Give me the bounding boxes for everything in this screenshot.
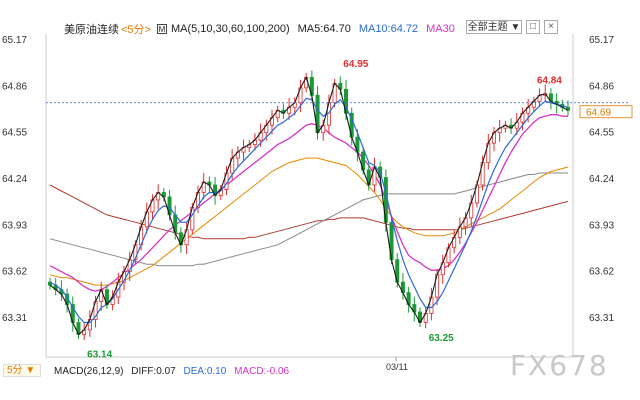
low-label-1: 63.14 [87,349,112,360]
y-tick-label-left: 64.55 [2,128,27,139]
y-tick-label-right: 64.55 [589,128,614,139]
macd-info: MACD(26,12,9) DIFF:0.07 DEA:0.10 MACD:-0… [54,366,294,377]
y-tick-label-right: 65.17 [589,35,614,46]
macd-params: MACD(26,12,9) [54,366,124,377]
y-tick-label-right: 64.86 [589,81,614,92]
ma60-line [49,157,569,286]
square-icon[interactable]: □ [526,20,540,34]
y-tick-label-right: 64.24 [589,174,614,185]
period-label[interactable]: <5分> [121,24,151,36]
y-tick-label-left: 63.31 [2,313,27,324]
y-tick-label-right: 63.31 [589,313,614,324]
macd-diff: DIFF:0.07 [131,366,176,377]
last-price-tag [579,105,633,119]
macd-value: MACD:-0.06 [234,366,290,377]
ma30-label: MA30 [426,23,455,35]
y-tick-label-left: 63.93 [2,220,27,231]
period-select[interactable]: 5分 ▼ [3,364,41,377]
ma5-line [49,76,569,336]
chevron-down-icon: ▼ [25,365,36,376]
y-tick-label-left: 64.86 [2,81,27,92]
chart-toolbar: 全部主题 ▼ □ × [466,20,558,34]
close-icon[interactable]: × [544,20,558,34]
high-label-1: 64.95 [343,59,368,70]
ma200-line [49,184,569,240]
y-tick-label-left: 65.17 [2,35,27,46]
theme-select[interactable]: 全部主题 ▼ [466,20,522,34]
ma-settings-icon[interactable]: M [156,24,167,34]
high-label-2: 64.84 [537,75,562,86]
y-tick-label-left: 64.24 [2,174,27,185]
ma10-value: MA10:64.72 [358,23,419,35]
ma5-value: MA5:64.70 [297,23,351,35]
macd-dea: DEA:0.10 [183,366,227,377]
theme-select-label: 全部主题 [467,22,508,33]
chart-header: 美原油连续 <5分> M MA(5,10,30,60,100,200) MA5:… [64,21,455,37]
y-tick-label-right: 63.93 [589,220,614,231]
symbol-name: 美原油连续 [64,24,119,36]
ma100-line [49,172,568,267]
watermark-logo: FX678 [510,349,609,382]
ma10-line [49,97,569,324]
low-label-2: 63.25 [429,333,454,344]
period-select-label: 5分 [7,365,23,376]
x-axis-date-label: 03/11 [386,362,408,372]
y-tick-label-left: 63.62 [2,267,27,278]
chevron-down-icon: ▼ [510,22,521,33]
ma30-line [49,114,568,292]
last-price-value: 64.69 [586,108,611,119]
ma-params: MA(5,10,30,60,100,200) [170,23,290,35]
y-tick-label-right: 63.62 [589,267,614,278]
